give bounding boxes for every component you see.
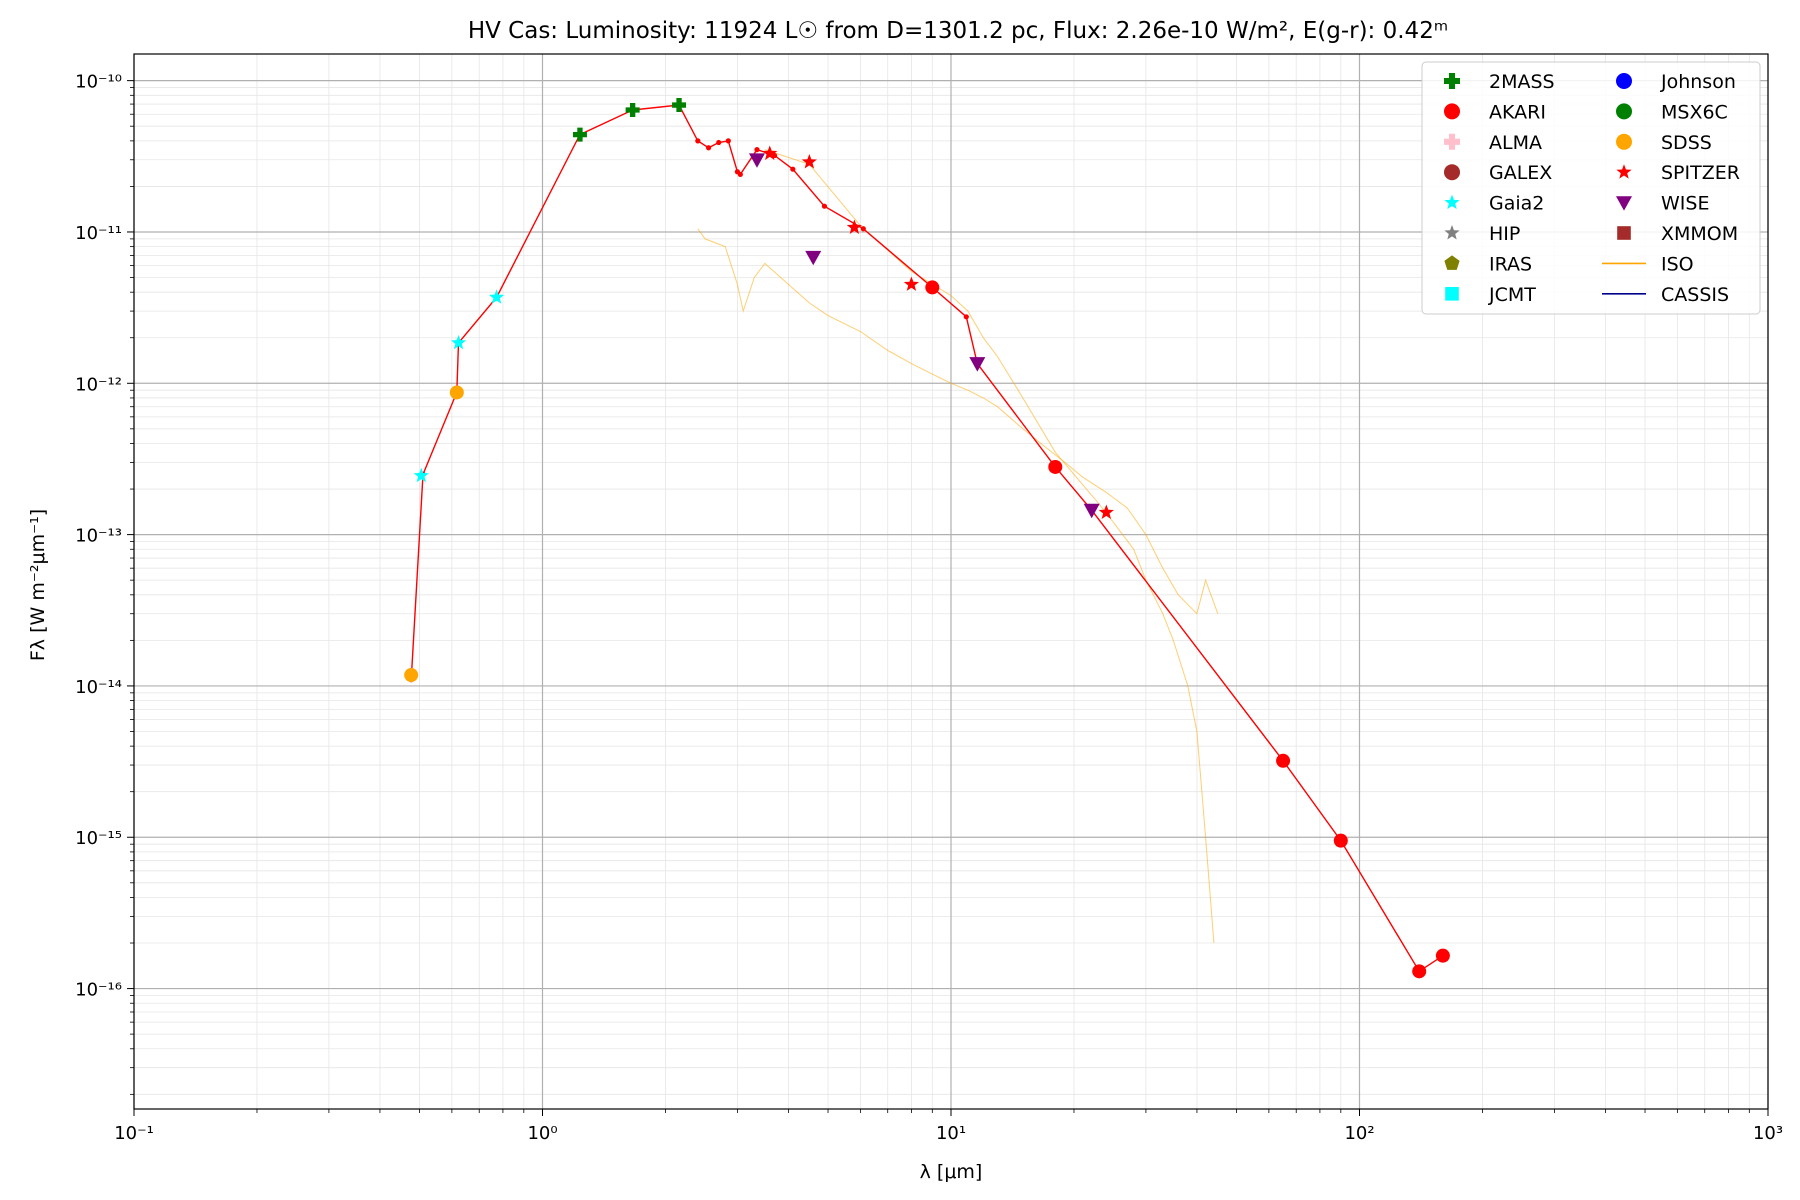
gaia2-point (450, 334, 467, 350)
legend-label-alma: ALMA (1489, 132, 1542, 154)
legend-label-spitzer: SPITZER (1661, 162, 1740, 184)
2mass-point (572, 127, 587, 142)
spitzer-point (801, 154, 817, 169)
x-tick-label: 10⁻¹ (114, 1123, 154, 1144)
legend-swatch-wise (1616, 196, 1632, 211)
y-tick-label: 10⁻¹⁵ (75, 828, 122, 849)
legend-label-jcmt: JCMT (1488, 284, 1536, 306)
legend-swatch-spitzer (1616, 164, 1632, 179)
akari-point (1276, 753, 1291, 768)
akari-point (1412, 964, 1427, 979)
legend-swatch-johnson (1616, 73, 1632, 89)
y-tick-label: 10⁻¹⁶ (75, 980, 122, 1001)
wise-point (1083, 503, 1100, 519)
chart-title: HV Cas: Luminosity: 11924 L☉ from D=1301… (468, 18, 1448, 44)
legend-swatch-jcmt (1445, 287, 1459, 301)
y-tick-label: 10⁻¹³ (75, 526, 122, 547)
legend-swatch-sdss (1616, 133, 1632, 150)
legend-label-msx6c: MSX6C (1661, 101, 1728, 123)
legend-label-akari: AKARI (1489, 101, 1546, 123)
wise-point (969, 357, 986, 372)
x-tick-label: 10¹ (936, 1123, 966, 1144)
iso-2-spectrum (764, 149, 1215, 944)
iso-spectrum (697, 228, 1219, 615)
legend-label-wise: WISE (1661, 193, 1709, 215)
sed-point (705, 145, 712, 151)
sed-point (695, 138, 701, 144)
legend-swatch-iras (1444, 255, 1460, 270)
2mass-point (672, 98, 687, 113)
gaia2-point (488, 289, 505, 304)
x-tick-labels: 10⁻¹ 10⁰ 10¹ 10² 10³ (114, 1123, 1783, 1144)
legend-label-cassis: CASSIS (1661, 284, 1729, 306)
x-tick-label: 10⁰ (527, 1123, 557, 1144)
legend-swatch-msx6c (1616, 103, 1632, 120)
legend-label-2mass: 2MASS (1489, 71, 1555, 93)
akari-point (1333, 833, 1348, 848)
legend: 2MASS AKARI ALMA GALEX Gaia2 HIP IRAS JCMT Johns… (1421, 61, 1761, 315)
sed-line (410, 104, 1444, 973)
legend-swatch-gaia2 (1444, 194, 1460, 210)
y-tick-label: 10⁻¹⁰ (75, 72, 122, 93)
plot-area (404, 98, 1450, 979)
sed-point (821, 203, 828, 209)
legend-label-galex: GALEX (1489, 162, 1552, 184)
y-tick-label: 10⁻¹⁴ (75, 677, 122, 698)
legend-swatch-2mass (1444, 73, 1460, 89)
sed-point (963, 314, 969, 320)
legend-label-iso: ISO (1661, 253, 1694, 275)
sdss-point (404, 668, 419, 683)
sed-point (716, 139, 722, 146)
akari-point (1435, 948, 1450, 963)
akari-point (1048, 459, 1063, 474)
y-tick-label: 10⁻¹¹ (75, 223, 122, 244)
sed-point (754, 147, 760, 153)
y-axis-label: Fλ [W m⁻²μm⁻¹] (27, 509, 49, 661)
x-tick-label: 10² (1344, 1123, 1374, 1144)
legend-label-sdss: SDSS (1661, 132, 1712, 154)
wise-point (748, 153, 765, 168)
sed-point (737, 171, 743, 178)
sed-point (725, 138, 731, 144)
legend-swatch-hip (1444, 225, 1460, 240)
legend-swatch-xmmom (1617, 226, 1631, 240)
legend-swatch-akari (1444, 103, 1460, 120)
y-tick-label: 10⁻¹² (75, 374, 122, 395)
legend-label-gaia2: Gaia2 (1489, 193, 1544, 215)
x-axis-label: λ [μm] (920, 1161, 983, 1183)
legend-swatch-galex (1444, 164, 1460, 181)
spitzer-point (846, 219, 862, 234)
axes-frame (133, 53, 1769, 1110)
legend-label-xmmom: XMMOM (1661, 223, 1738, 245)
sed-point (860, 226, 866, 232)
gaia2-point (413, 467, 429, 483)
legend-swatch-alma (1444, 133, 1460, 150)
y-tick-labels: 10⁻¹⁶ 10⁻¹⁵ 10⁻¹⁴ 10⁻¹³ 10⁻¹² 10⁻¹¹ 10⁻¹⁰ (75, 72, 122, 1001)
legend-label-johnson: Johnson (1660, 71, 1736, 93)
spitzer-point (903, 276, 920, 291)
legend-label-hip: HIP (1489, 223, 1520, 245)
spitzer-point (1098, 504, 1114, 519)
sed-point (790, 166, 796, 172)
legend-box (1421, 61, 1761, 315)
spitzer-point (762, 145, 778, 160)
axis-ticks (127, 80, 1769, 1116)
akari-point (925, 280, 940, 295)
wise-point (805, 250, 822, 266)
sdss-point (449, 385, 464, 400)
legend-label-iras: IRAS (1489, 253, 1532, 275)
x-tick-label: 10³ (1753, 1123, 1783, 1144)
2mass-point (625, 102, 640, 117)
